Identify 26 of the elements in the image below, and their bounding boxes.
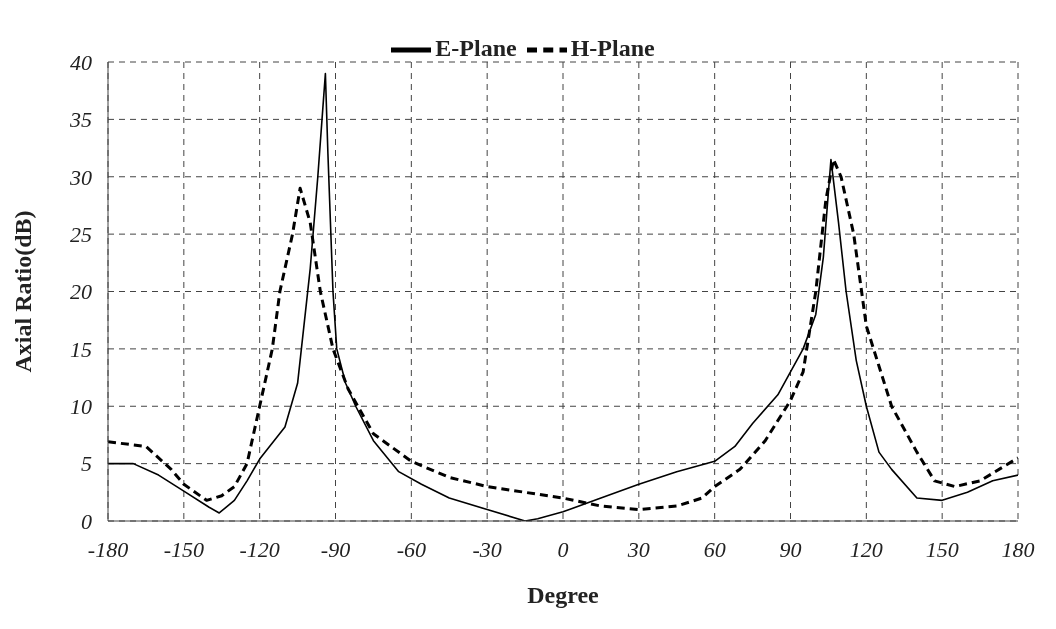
x-tick-label: -90 [320, 536, 351, 562]
y-tick-label: 30 [69, 164, 92, 190]
y-tick-label: 10 [70, 394, 92, 420]
x-tick-label: 30 [626, 536, 650, 562]
x-tick-label: 180 [1001, 536, 1035, 562]
x-tick-label: -150 [163, 536, 204, 562]
y-tick-label: 20 [70, 279, 92, 305]
legend-label: E-Plane [435, 34, 517, 61]
x-tick-label: -30 [472, 536, 502, 562]
y-tick-label: 35 [69, 107, 92, 133]
x-tick-label: 120 [849, 536, 883, 562]
y-tick-label: 0 [81, 508, 92, 534]
x-tick-label: 150 [925, 536, 959, 562]
y-tick-label: 15 [70, 336, 92, 362]
legend-label: H-Plane [570, 34, 655, 61]
y-tick-label: 25 [70, 221, 92, 247]
x-axis-title: Degree [527, 582, 600, 608]
x-tick-label: 60 [703, 536, 726, 562]
x-tick-label: -60 [396, 536, 426, 562]
y-axis-title: Axial Ratio(dB) [9, 210, 36, 373]
x-tick-label: 90 [779, 536, 802, 562]
y-tick-label: 5 [81, 451, 92, 477]
x-tick-label: -180 [87, 536, 129, 562]
x-tick-label: -120 [239, 536, 280, 562]
y-tick-label: 40 [70, 49, 92, 75]
x-tick-label: 0 [557, 536, 569, 562]
